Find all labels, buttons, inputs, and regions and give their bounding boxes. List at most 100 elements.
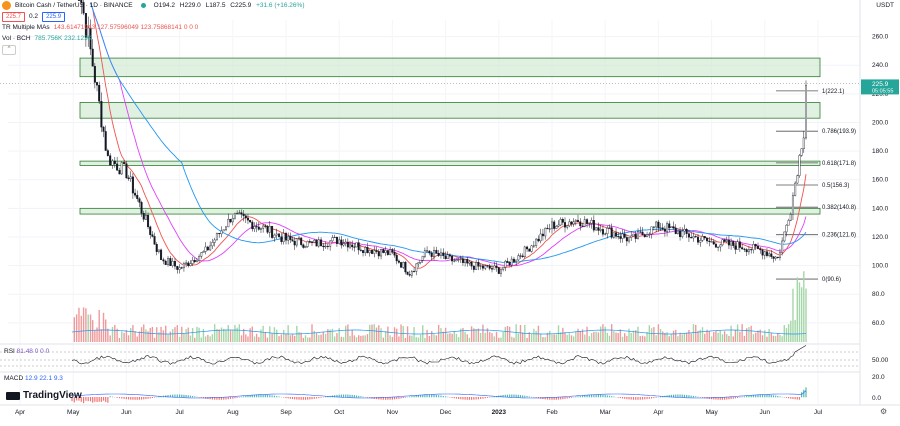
- macd-histogram-bar: [294, 397, 295, 399]
- macd-histogram-bar: [154, 397, 155, 398]
- macd-histogram-bar: [582, 396, 583, 398]
- candle-body: [611, 228, 613, 238]
- x-tick-label[interactable]: Jul: [175, 409, 184, 416]
- macd-histogram-bar: [278, 396, 279, 397]
- candle-body: [103, 127, 105, 131]
- x-tick-label[interactable]: May: [705, 409, 718, 416]
- candle-body: [792, 196, 794, 215]
- volume-bar: [513, 338, 514, 342]
- candle-body: [440, 253, 442, 256]
- x-tick-label[interactable]: Nov: [387, 409, 399, 416]
- volume-bar: [591, 333, 592, 342]
- candle-body: [507, 261, 509, 262]
- macd-histogram-bar: [196, 397, 197, 398]
- candle-body: [420, 260, 422, 262]
- candle-body: [484, 266, 486, 269]
- macd-histogram-bar: [110, 396, 111, 397]
- macd-histogram-bar: [405, 397, 406, 398]
- rsi-value: 81.48 0 0 0: [17, 348, 50, 355]
- volume-bar: [662, 331, 663, 342]
- x-tick-label[interactable]: 2023: [492, 409, 507, 416]
- x-tick-label[interactable]: Apr: [653, 409, 664, 416]
- macd-label[interactable]: MACD: [4, 375, 23, 382]
- macd-histogram-bar: [487, 397, 488, 398]
- candle-body: [617, 236, 619, 237]
- x-tick-label[interactable]: Dec: [440, 409, 452, 416]
- macd-histogram-bar: [653, 397, 654, 398]
- bid-button[interactable]: 225.7: [2, 12, 25, 22]
- volume-bar: [496, 332, 497, 342]
- candle-body: [411, 272, 413, 276]
- x-tick-label[interactable]: Mar: [600, 409, 612, 416]
- volume-bar: [454, 331, 455, 342]
- macd-histogram-bar: [735, 397, 736, 398]
- macd-histogram-bar: [128, 397, 129, 399]
- currency-label[interactable]: USDT: [876, 2, 894, 9]
- support-resistance-zone[interactable]: [80, 208, 820, 214]
- volume-bar: [556, 334, 557, 342]
- candle-body: [214, 240, 216, 242]
- volume-bar: [88, 314, 89, 342]
- macd-histogram-bar: [660, 397, 661, 398]
- macd-histogram-bar: [452, 397, 453, 398]
- candle-body: [589, 223, 591, 224]
- settings-gear-icon[interactable]: ⚙: [880, 407, 887, 416]
- volume-bar: [285, 334, 286, 342]
- macd-histogram-bar: [771, 395, 772, 397]
- rsi-label[interactable]: RSI: [4, 348, 15, 355]
- support-resistance-zone[interactable]: [80, 58, 820, 77]
- macd-histogram-bar: [309, 397, 310, 399]
- support-resistance-zone[interactable]: [80, 161, 820, 165]
- macd-histogram-bar: [480, 397, 481, 399]
- x-tick-label[interactable]: Feb: [546, 409, 558, 416]
- volume-bar: [254, 336, 255, 342]
- volume-bar: [609, 336, 610, 342]
- volume-bar: [109, 335, 110, 342]
- symbol-title[interactable]: Bitcoin Cash / TetherUS · 1D · BINANCE: [15, 1, 133, 10]
- macd-histogram-bar: [529, 396, 530, 397]
- volume-bar: [766, 337, 767, 342]
- volume-bar: [325, 334, 326, 342]
- x-tick-label[interactable]: May: [67, 409, 80, 416]
- x-tick-label[interactable]: Apr: [15, 409, 26, 416]
- volume-bar: [341, 337, 342, 342]
- volume-bar: [651, 328, 652, 342]
- collapse-legend-icon[interactable]: ^: [2, 45, 16, 55]
- volume-indicator-label[interactable]: Vol · BCH: [2, 34, 31, 43]
- candle-body: [604, 234, 606, 235]
- x-tick-label[interactable]: Jun: [760, 409, 771, 416]
- x-tick-label[interactable]: Oct: [334, 409, 344, 416]
- candle-body: [394, 252, 396, 255]
- macd-histogram-bar: [145, 397, 146, 399]
- volume-bar: [494, 336, 495, 342]
- macd-histogram-bar: [147, 397, 148, 399]
- support-resistance-zone[interactable]: [80, 102, 820, 118]
- x-tick-label[interactable]: Aug: [227, 409, 239, 416]
- candle-body: [569, 222, 571, 226]
- candle-body: [94, 66, 96, 82]
- volume-bar: [241, 335, 242, 342]
- volume-bar: [85, 308, 86, 342]
- ma-indicator-label[interactable]: TR Multiple MAs: [2, 23, 50, 32]
- ask-button[interactable]: 225.9: [42, 12, 65, 22]
- x-tick-label[interactable]: Jul: [814, 409, 823, 416]
- volume-indicator-values: 785.756K 232.123K: [35, 34, 92, 43]
- candle-body: [163, 260, 165, 261]
- candle-body: [602, 229, 604, 234]
- x-tick-label[interactable]: Jun: [121, 409, 132, 416]
- macd-histogram-bar: [358, 396, 359, 397]
- volume-bar: [278, 336, 279, 342]
- volume-bar: [586, 327, 587, 342]
- macd-histogram-bar: [748, 396, 749, 398]
- x-tick-label[interactable]: Sep: [280, 409, 292, 416]
- candle-body: [679, 231, 681, 237]
- volume-bar: [334, 336, 335, 342]
- macd-histogram-bar: [609, 396, 610, 398]
- candle-body: [271, 226, 273, 237]
- candle-body: [453, 261, 455, 262]
- candle-body: [460, 259, 462, 260]
- macd-histogram-bar: [777, 396, 778, 397]
- macd-histogram-bar: [728, 397, 729, 399]
- candle-body: [187, 263, 189, 266]
